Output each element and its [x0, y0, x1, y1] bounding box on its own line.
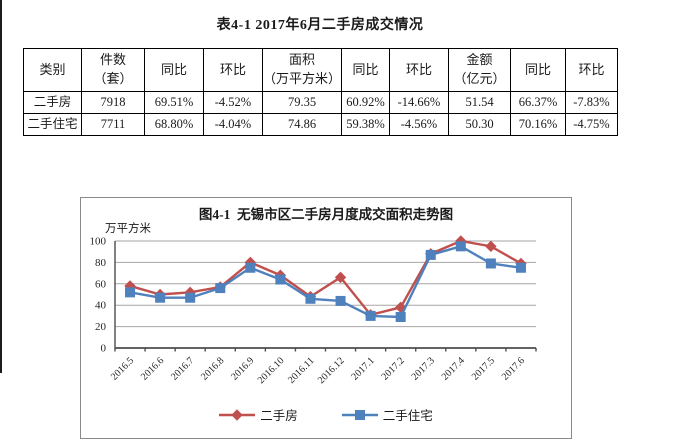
- table-cell: -7.83%: [565, 91, 618, 114]
- header-cell: 环比: [565, 48, 618, 92]
- header-cell: 同比: [341, 48, 390, 92]
- table-cell: 二手住宅: [23, 113, 82, 136]
- svg-text:2016.7: 2016.7: [169, 355, 196, 382]
- table-cell: 51.54: [448, 91, 511, 114]
- svg-text:2017.5: 2017.5: [470, 355, 497, 382]
- table-title: 表4-1 2017年6月二手房成交情况: [216, 18, 424, 33]
- svg-text:60: 60: [95, 278, 107, 290]
- y-axis-unit-label: 万平方米: [105, 223, 151, 235]
- svg-text:80: 80: [95, 257, 107, 269]
- svg-text:2017.1: 2017.1: [350, 355, 377, 382]
- y-axis-labels: 0 20 40 60 80 100: [90, 236, 107, 355]
- svg-text:0: 0: [101, 343, 107, 355]
- deals-summary-table: 类别 件数 （套） 同比 环比 面积 （万平方米） 同比 环比 金额 （亿元） 同比 环比 二手房…: [23, 48, 618, 136]
- svg-text:20: 20: [95, 321, 107, 333]
- chart-title: 图4-1 无锡市区二手房月度成交面积走势图: [198, 207, 454, 222]
- series-ershouzhuzhai: [125, 241, 526, 322]
- table-cell: 70.16%: [510, 113, 566, 136]
- table-cell: -4.56%: [389, 113, 449, 136]
- x-axis-labels: 2016.5 2016.6 2016.7 2016.8 2016.9 2016.10 201…: [109, 355, 527, 386]
- table-cell: -4.52%: [203, 91, 263, 114]
- table-row: 二手住宅 7711 68.80% -4.04% 74.86 59.38% -4.56% 50.…: [23, 113, 618, 136]
- header-cell: 金额 （亿元）: [448, 48, 511, 92]
- svg-text:2016.10: 2016.10: [256, 355, 287, 386]
- legend-swatch-blue-square: [341, 409, 378, 420]
- table-cell: 60.92%: [341, 91, 390, 114]
- table-cell: -4.75%: [565, 113, 618, 136]
- table-header-row: 类别 件数 （套） 同比 环比 面积 （万平方米） 同比 环比 金额 （亿元） 同比 环比: [23, 48, 618, 92]
- svg-text:2017.3: 2017.3: [410, 355, 437, 382]
- header-cell: 同比: [144, 48, 204, 92]
- svg-text:2017.4: 2017.4: [440, 355, 467, 382]
- table-cell: 59.38%: [341, 113, 390, 136]
- header-cell: 类别: [23, 48, 82, 92]
- table-cell: 7918: [81, 91, 145, 114]
- svg-text:100: 100: [90, 236, 107, 248]
- chart-legend: 二手房 二手住宅: [81, 405, 571, 424]
- header-cell: 环比: [203, 48, 263, 92]
- svg-text:2017.6: 2017.6: [500, 355, 527, 382]
- table-row: 二手房 7918 69.51% -4.52% 79.35 60.92% -14.66% 51.…: [23, 91, 618, 114]
- table-cell: 7711: [81, 113, 145, 136]
- legend-label: 二手住宅: [382, 409, 433, 423]
- table-cell: 二手房: [23, 91, 82, 114]
- table-cell: 74.86: [262, 113, 342, 136]
- table-cell: 69.51%: [144, 91, 204, 114]
- svg-text:2016.12: 2016.12: [316, 355, 347, 386]
- legend-label: 二手房: [260, 409, 298, 423]
- header-cell: 同比: [510, 48, 566, 92]
- legend-swatch-red-diamond: [219, 408, 256, 421]
- chart-panel: 图4-1 无锡市区二手房月度成交面积走势图 万平方米 0 20 40 60 80 100 …: [80, 197, 572, 439]
- svg-text:2016.6: 2016.6: [139, 355, 166, 382]
- svg-text:2016.11: 2016.11: [286, 355, 317, 386]
- table-cell: 50.30: [448, 113, 511, 136]
- table-cell: -4.04%: [203, 113, 263, 136]
- svg-text:2017.2: 2017.2: [380, 355, 407, 382]
- header-cell: 件数 （套）: [81, 48, 145, 92]
- svg-text:2016.9: 2016.9: [229, 355, 256, 382]
- table-cell: 68.80%: [144, 113, 204, 136]
- axes: [114, 241, 537, 352]
- page-edge-line: [0, 0, 2, 373]
- legend-item-ershoufang: 二手房: [219, 405, 298, 424]
- header-cell: 面积 （万平方米）: [262, 48, 342, 92]
- header-cell: 环比: [389, 48, 449, 92]
- table-cell: 79.35: [262, 91, 342, 114]
- svg-text:2016.8: 2016.8: [199, 355, 226, 382]
- table-cell: -14.66%: [389, 91, 449, 114]
- legend-item-ershouzhuzhai: 二手住宅: [341, 405, 433, 424]
- svg-text:2016.5: 2016.5: [109, 355, 136, 382]
- table-cell: 66.37%: [510, 91, 566, 114]
- svg-text:40: 40: [95, 300, 107, 312]
